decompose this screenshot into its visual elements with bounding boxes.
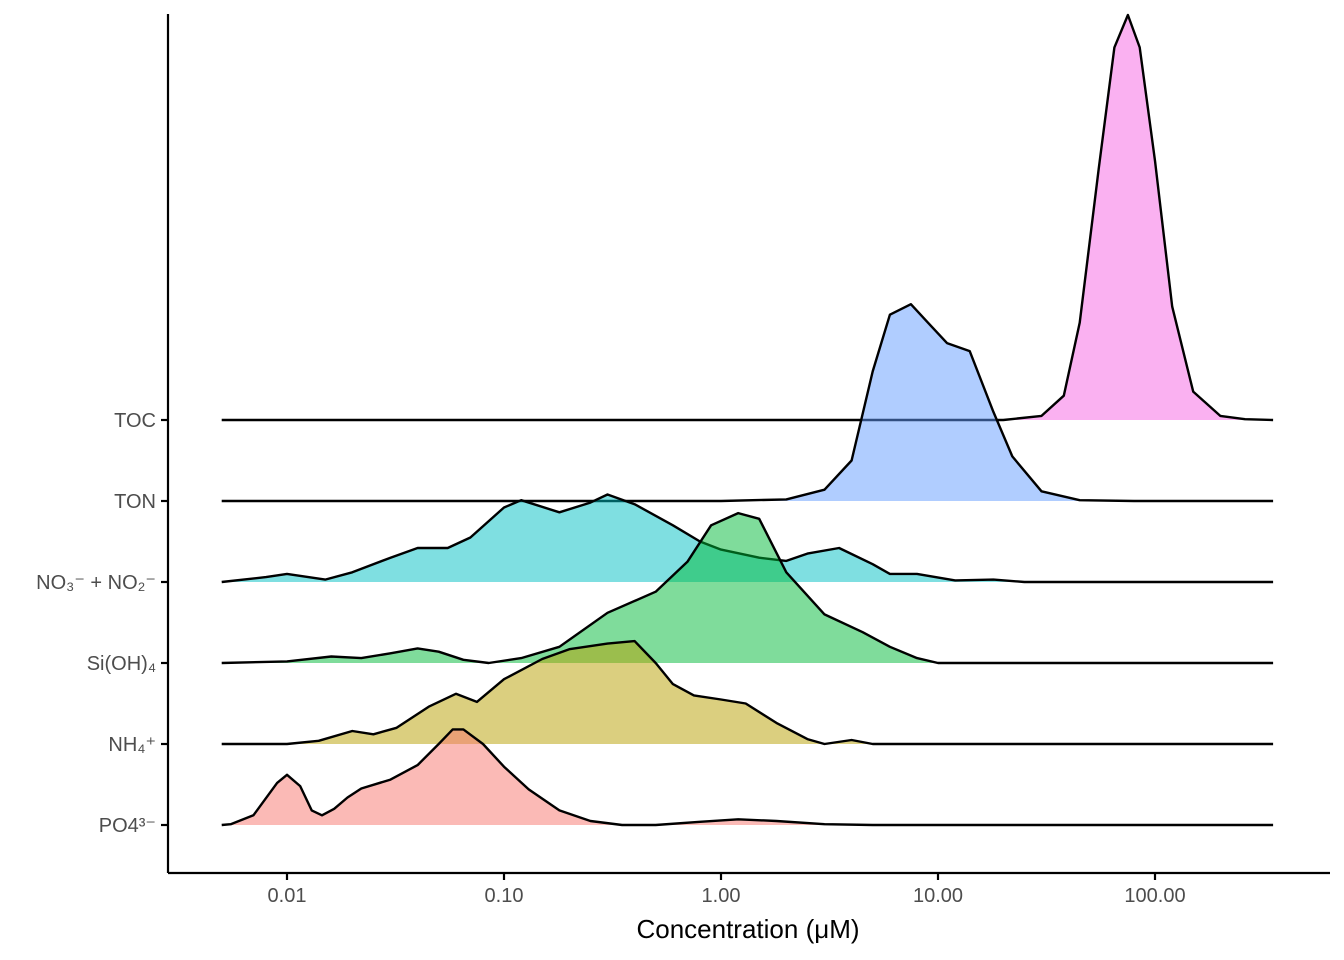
y-tick-label-series-4: TON [114,491,156,513]
ridge-series-3 [221,493,1274,584]
ridge-area-series-1 [221,641,1274,744]
ridge-area-series-3 [221,494,1274,582]
x-tick-label-2: 1.00 [702,885,741,907]
x-tick-label-4: 100.00 [1124,885,1185,907]
x-axis-title: Concentration (μM) [636,914,859,944]
ridge-line-series-0 [221,728,1274,827]
ridge-line-series-1 [221,639,1274,746]
ridge-series-4 [221,303,1274,503]
ridge-line-series-2 [221,511,1274,665]
x-tick-label-1: 0.10 [485,885,524,907]
ridge-series-2 [221,511,1274,665]
ridge-line-series-4 [221,303,1274,503]
ridge-series-1 [221,639,1274,746]
ridge-line-series-3 [221,493,1274,584]
x-tick-label-0: 0.01 [268,885,307,907]
ridge-series-5 [221,13,1274,422]
x-axis-ticks: 0.01 0.10 1.00 10.00 100.00 [268,873,1186,907]
ridges-group [221,13,1274,827]
y-tick-label-series-3: NO₃⁻ + NO₂⁻ [36,572,156,594]
ridge-area-series-2 [221,513,1274,663]
x-tick-label-3: 10.00 [913,885,963,907]
ridge-line-series-5 [221,13,1274,422]
y-tick-label-series-0: PO4³⁻ [99,815,156,837]
y-tick-label-series-1: NH₄⁺ [108,734,156,756]
y-tick-label-series-2: Si(OH)₄ [87,653,156,675]
ridge-series-0 [221,728,1274,827]
ridge-area-series-5 [221,15,1274,420]
y-tick-label-series-5: TOC [114,410,156,432]
ridge-area-series-0 [221,729,1274,825]
y-axis-ticks: TOC TON NO₃⁻ + NO₂⁻ Si(OH)₄ NH₄⁺ PO4³⁻ [36,410,168,837]
